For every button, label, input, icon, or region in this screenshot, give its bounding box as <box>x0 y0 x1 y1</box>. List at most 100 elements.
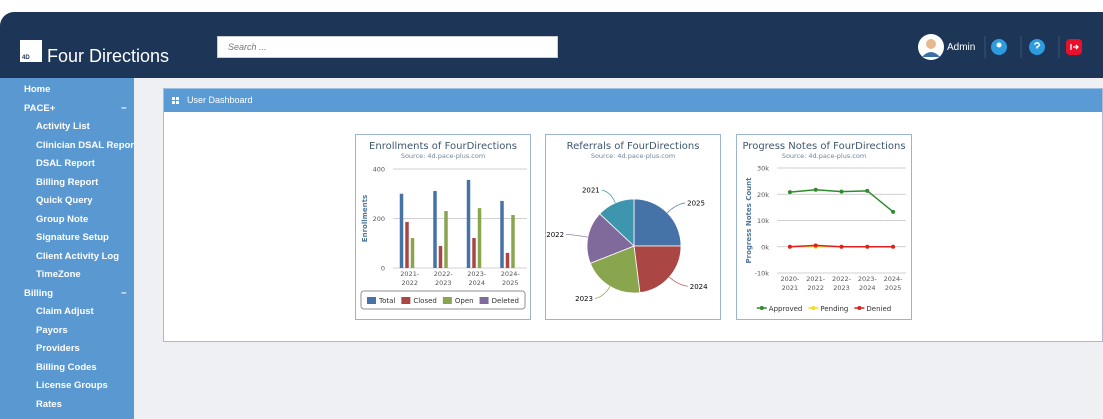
legend-label[interactable]: Open <box>455 297 474 305</box>
nav-item[interactable]: Home <box>24 84 51 95</box>
avatar-face <box>926 39 936 49</box>
pie-slice <box>599 198 635 247</box>
label-connector <box>601 189 616 204</box>
y-tick-label: 30k <box>757 165 769 173</box>
legend-swatch <box>479 297 489 304</box>
point <box>787 244 792 249</box>
bar <box>500 200 504 268</box>
chart-title: Enrollments of FourDirections <box>369 141 517 152</box>
chart-title: Referrals of FourDirections <box>567 141 700 152</box>
nav-item[interactable]: License Groups <box>36 380 108 391</box>
main: User Dashboard Enrollments of FourDirect… <box>134 78 1103 419</box>
y-tick-label: 0 <box>381 265 385 273</box>
panel-title: User Dashboard <box>187 95 253 105</box>
bar <box>472 238 476 268</box>
nav-item[interactable]: Client Activity Log <box>36 250 120 262</box>
bar <box>433 191 437 268</box>
legend-label[interactable]: Total <box>378 297 395 305</box>
point <box>891 244 896 249</box>
nav-group[interactable]: PACE+ <box>24 102 56 114</box>
nav-item[interactable]: TimeZone <box>36 269 81 280</box>
x-tick-label: 2024-2025 <box>884 275 904 292</box>
nav-item[interactable]: Providers <box>36 343 80 354</box>
slice-label: 2024 <box>690 283 708 291</box>
collapse-toggle[interactable]: − <box>121 287 127 299</box>
nav-item[interactable]: DSAL Report <box>36 158 95 169</box>
y-tick-label: 20k <box>757 191 769 199</box>
chart-subtitle: Source: 4d.pace-plus.com <box>782 152 866 160</box>
legend-label[interactable]: Deleted <box>492 297 519 305</box>
search-box[interactable]: Search ... <box>217 36 558 58</box>
label-connector <box>566 234 588 238</box>
legend-dot <box>811 306 816 310</box>
y-axis-label: Enrollments <box>361 195 369 242</box>
point <box>865 244 870 249</box>
nav-item[interactable]: Signature Setup <box>36 232 109 243</box>
legend-swatch <box>366 297 376 304</box>
point <box>891 209 896 214</box>
nav-item[interactable]: Claim Adjust <box>36 306 94 317</box>
x-tick-label: 2023-2024 <box>467 270 487 287</box>
point <box>813 243 818 248</box>
chart-border <box>545 134 721 320</box>
y-tick-label: 0k <box>761 243 769 251</box>
bar <box>511 215 515 268</box>
logout-glyph <box>1070 44 1079 50</box>
y-tick-label: 10k <box>757 217 769 225</box>
chart-border <box>736 134 912 320</box>
nav-item[interactable]: Clinician DSAL Report <box>36 139 138 151</box>
label-connector <box>669 276 688 287</box>
label-connector <box>594 286 611 299</box>
legend-label[interactable]: Denied <box>866 305 891 313</box>
header: 4D Four Directions Search ... Admin <box>0 12 1103 78</box>
point <box>813 187 818 192</box>
help-glyph <box>1033 42 1041 49</box>
bar <box>438 245 443 268</box>
nav-item[interactable]: Payors <box>36 324 68 336</box>
nav-item[interactable]: Billing Codes <box>36 361 97 373</box>
x-tick-label: 2022-2023 <box>832 275 852 292</box>
logo-badge: 4D <box>20 40 42 62</box>
pie-slice <box>633 198 682 247</box>
nav-item[interactable]: Quick Query <box>36 195 93 206</box>
legend-swatch <box>401 297 411 304</box>
panel-icon <box>172 97 179 104</box>
nav-group[interactable]: Billing <box>24 287 54 299</box>
nav-item[interactable]: Billing Report <box>36 176 99 188</box>
pie-slice <box>589 245 641 294</box>
user-name: Admin <box>947 42 976 53</box>
x-tick-label: 2020-2021 <box>780 275 800 292</box>
point <box>839 244 844 249</box>
y-axis-label: Progress Notes Count <box>745 177 753 264</box>
chart: Progress Notes of FourDirectionsSource: … <box>736 134 912 320</box>
profile-glyph <box>996 42 1002 48</box>
panel-header: User Dashboard <box>164 89 1102 112</box>
logo-text: Four Directions <box>47 46 170 66</box>
x-tick-label: 2022-2023 <box>434 270 454 287</box>
label-connector <box>666 202 686 214</box>
collapse-toggle[interactable]: − <box>121 102 127 114</box>
point <box>787 190 792 195</box>
legend-border <box>360 290 526 310</box>
x-tick-label: 2024-2025 <box>501 270 521 287</box>
legend: Total Closed Open Deleted <box>366 297 519 305</box>
legend-label[interactable]: Approved <box>769 305 803 313</box>
legend-label[interactable]: Pending <box>820 305 848 313</box>
x-tick-label: 2023-2024 <box>858 275 878 292</box>
slice-label: 2021 <box>582 187 600 195</box>
slice-label: 2025 <box>687 199 705 207</box>
nav-item[interactable]: Group Note <box>36 213 89 225</box>
bar <box>399 193 404 268</box>
legend-dot <box>759 306 764 310</box>
chart-title: Progress Notes of FourDirections <box>742 141 905 152</box>
nav-item[interactable]: Rates <box>36 398 62 410</box>
legend-swatch <box>442 297 452 304</box>
legend-label[interactable]: Closed <box>413 297 437 305</box>
nav-item[interactable]: Activity List <box>36 121 90 132</box>
chart-subtitle: Source: 4d.pace-plus.com <box>401 152 485 160</box>
bar <box>410 238 415 268</box>
avatar-body <box>922 52 940 57</box>
x-tick-label: 2021-2022 <box>400 270 420 287</box>
